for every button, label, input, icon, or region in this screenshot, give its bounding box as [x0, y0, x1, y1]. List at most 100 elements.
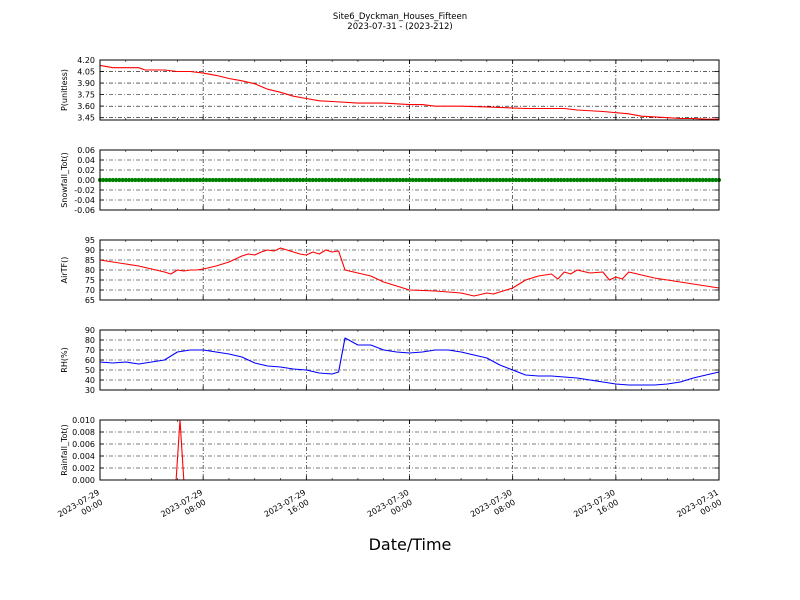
data-point — [620, 177, 625, 183]
data-point — [388, 177, 393, 183]
data-point — [262, 177, 267, 183]
y-tick-label: 70 — [85, 346, 95, 355]
data-point — [420, 177, 425, 183]
x-tick-label: 2023-07-3008:00 — [469, 488, 519, 528]
data-point — [146, 177, 151, 183]
data-point — [294, 177, 299, 183]
data-point — [552, 177, 557, 183]
data-point — [697, 177, 702, 183]
data-point — [178, 177, 183, 183]
data-point — [310, 177, 315, 183]
data-point — [504, 177, 509, 183]
data-point — [462, 177, 467, 183]
data-point — [188, 177, 193, 183]
data-point — [365, 177, 370, 183]
x-tick-label: 2023-07-3016:00 — [572, 488, 622, 528]
y-tick-label: -0.04 — [74, 196, 95, 205]
data-point — [297, 177, 302, 183]
y-tick-label: 30 — [85, 386, 95, 395]
data-point — [271, 177, 277, 183]
data-point — [610, 177, 615, 183]
y-tick-label: 95 — [85, 236, 95, 245]
series-line — [99, 337, 720, 386]
data-point — [317, 177, 322, 183]
data-point — [384, 177, 390, 183]
data-point — [478, 177, 483, 183]
data-point — [181, 177, 186, 183]
data-point — [391, 177, 396, 183]
data-point — [407, 177, 412, 183]
axes-frame — [99, 59, 720, 121]
data-point — [658, 177, 664, 183]
x-axis-label: Date/Time — [369, 535, 452, 554]
data-point — [336, 177, 341, 183]
chart-subtitle: 2023-07-31 - (2023-212) — [347, 22, 452, 32]
data-point — [707, 177, 712, 183]
data-point — [616, 177, 622, 183]
data-point — [413, 177, 419, 183]
y-tick-label: 0.010 — [72, 416, 95, 425]
x-tick-label: 2023-07-2900:00 — [56, 488, 106, 528]
data-point — [636, 177, 641, 183]
data-point — [546, 177, 551, 183]
data-point — [236, 177, 241, 183]
data-point — [458, 177, 464, 183]
data-point — [210, 177, 215, 183]
data-point — [139, 177, 145, 183]
data-point — [191, 177, 196, 183]
data-point — [397, 177, 402, 183]
y-axis-label: Snowfall_Tot() — [60, 152, 69, 208]
data-point — [288, 177, 293, 183]
data-point — [594, 177, 599, 183]
data-point — [233, 177, 238, 183]
data-point — [410, 177, 415, 183]
data-point — [400, 177, 406, 183]
data-point — [143, 177, 148, 183]
data-point — [684, 177, 689, 183]
data-point — [555, 177, 560, 183]
y-tick-label: 85 — [85, 256, 95, 265]
y-tick-label: 3.45 — [77, 114, 95, 123]
data-point — [529, 177, 535, 183]
y-tick-label: 0.02 — [77, 166, 95, 175]
data-point — [439, 177, 444, 183]
data-point — [246, 177, 251, 183]
data-point — [378, 177, 383, 183]
chart-title: Site6_Dyckman_Houses_Fifteen — [333, 12, 467, 22]
data-point — [587, 177, 593, 183]
data-point — [604, 177, 609, 183]
data-point — [346, 177, 351, 183]
x-tick-label: 2023-07-2908:00 — [159, 488, 209, 528]
data-point — [713, 177, 718, 183]
y-tick-label: 0.00 — [77, 176, 95, 185]
y-tick-label: 65 — [85, 296, 95, 305]
data-point — [117, 177, 122, 183]
data-point — [607, 177, 612, 183]
y-axis-label: Rainfall_Tot() — [60, 424, 69, 476]
y-tick-label: 0.004 — [72, 452, 95, 461]
data-point — [539, 177, 544, 183]
data-point — [265, 177, 270, 183]
data-point — [426, 177, 431, 183]
data-point — [542, 177, 548, 183]
x-axis-tick-labels: 2023-07-2900:00 2023-07-2908:00 2023-07-29… — [56, 488, 723, 528]
data-point — [652, 177, 657, 183]
data-point — [500, 177, 506, 183]
data-point — [333, 177, 338, 183]
data-point — [165, 177, 170, 183]
data-point — [252, 177, 257, 183]
data-point — [629, 177, 635, 183]
data-point — [558, 177, 564, 183]
subplot-4: 0.010 0.008 0.006 0.004 0.002 0.000Rainfall_T… — [60, 416, 720, 485]
data-point — [320, 177, 325, 183]
data-point — [455, 177, 460, 183]
data-point — [681, 177, 686, 183]
data-point — [575, 177, 580, 183]
data-point — [362, 177, 367, 183]
axes-frame — [99, 329, 720, 391]
data-point — [581, 177, 586, 183]
y-tick-label: 3.90 — [77, 79, 95, 88]
series-line — [99, 247, 720, 297]
